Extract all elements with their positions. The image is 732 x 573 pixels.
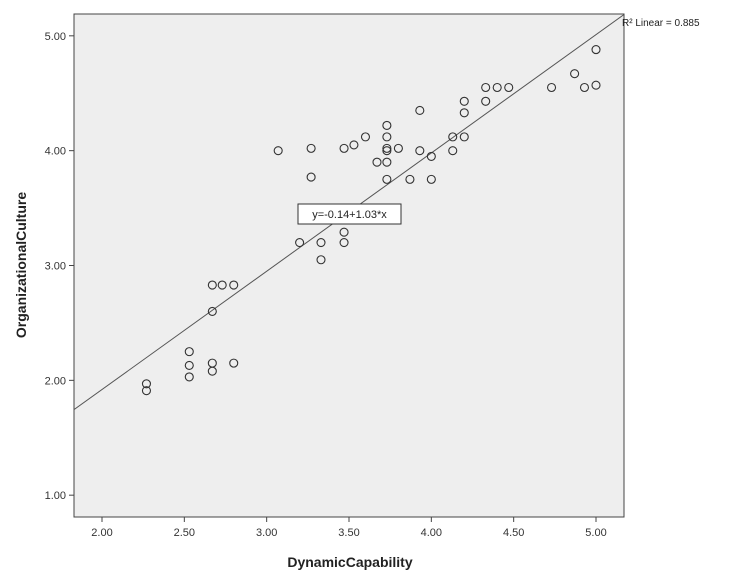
data-point [141, 386, 152, 396]
data-point [339, 143, 349, 153]
data-point [349, 140, 359, 150]
data-point [339, 237, 349, 248]
data-point [415, 146, 425, 156]
data-point [426, 151, 436, 161]
x-axis-ticks: 2.00 2.50 3.00 3.50 4.00 4.50 5.00 [91, 517, 607, 539]
equation-box [297, 203, 402, 225]
x-tick-label: 5.00 [585, 527, 606, 539]
data-point [448, 132, 458, 142]
data-point [591, 45, 601, 55]
data-point [393, 143, 403, 153]
data-point [546, 82, 557, 93]
data-point [207, 280, 217, 290]
data-point [382, 143, 392, 153]
x-axis-title: DynamicCapability [287, 554, 412, 570]
x-tick-label: 2.00 [91, 527, 112, 539]
data-point [382, 146, 392, 156]
data-point [459, 96, 469, 106]
data-point [570, 69, 580, 79]
data-point [229, 358, 239, 368]
data-point [316, 237, 326, 248]
x-tick-label: 3.00 [256, 527, 277, 539]
data-point [459, 108, 469, 118]
data-point [415, 105, 425, 116]
data-point [184, 372, 194, 382]
data-point [184, 360, 194, 370]
data-point [360, 132, 371, 142]
y-tick-label: 4.00 [45, 146, 66, 158]
x-tick-label: 4.50 [503, 527, 524, 539]
data-point [579, 82, 590, 93]
data-point [207, 366, 217, 376]
data-point [426, 174, 436, 184]
data-point [217, 280, 227, 290]
data-point [141, 379, 152, 389]
data-point [504, 82, 514, 93]
data-point [295, 237, 305, 248]
y-tick-label: 1.00 [45, 490, 66, 502]
x-tick-label: 4.00 [421, 527, 442, 539]
data-point [339, 227, 349, 237]
data-point [459, 132, 469, 142]
data-point [306, 172, 316, 182]
data-point [382, 174, 392, 184]
data-point [184, 347, 194, 357]
data-point [481, 82, 491, 93]
y-tick-label: 2.00 [45, 375, 66, 387]
data-point [382, 132, 392, 142]
x-tick-label: 3.50 [338, 527, 359, 539]
y-tick-label: 5.00 [45, 31, 66, 43]
data-point [382, 120, 392, 130]
data-point [229, 280, 239, 290]
y-axis-title: OrganizationalCulture [13, 192, 29, 338]
data-point [273, 146, 283, 156]
r-squared-label: R² Linear = 0.885 [622, 18, 700, 29]
data-point [372, 157, 382, 167]
y-axis-ticks: 1.00 2.00 3.00 4.00 5.00 [45, 31, 74, 502]
x-tick-label: 2.50 [174, 527, 195, 539]
data-point [448, 146, 458, 156]
data-point [316, 255, 326, 265]
data-point [306, 143, 316, 153]
data-point [405, 174, 415, 184]
scatter-points [141, 45, 601, 396]
y-tick-label: 3.00 [45, 261, 66, 273]
data-point [481, 96, 491, 106]
equation-label: y=-0.14+1.03*x [312, 209, 387, 221]
data-point [207, 306, 217, 316]
data-point [591, 80, 601, 90]
plot-background [73, 13, 625, 518]
data-point [492, 82, 502, 93]
data-point [382, 157, 392, 167]
